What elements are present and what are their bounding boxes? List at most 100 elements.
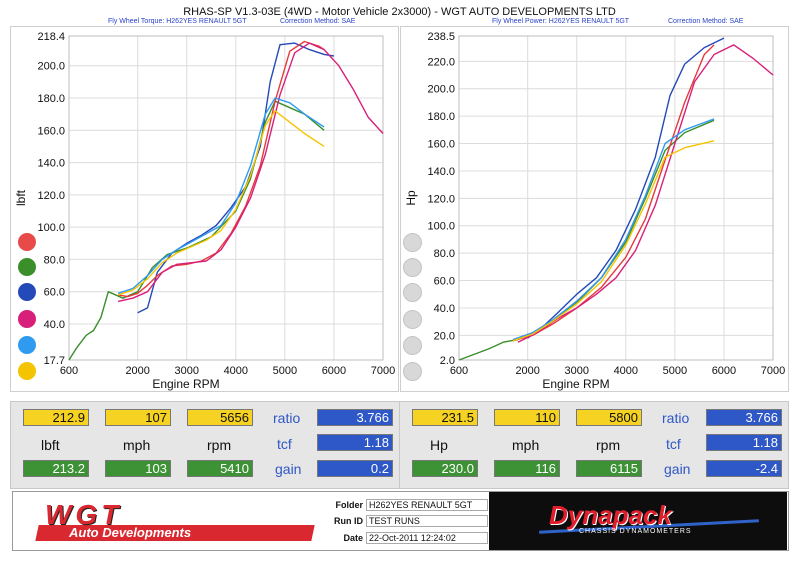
- wgt-logo-subtext: Auto Developments: [69, 525, 192, 540]
- y-axis-label: Hp: [404, 190, 418, 206]
- x-tick-label: 6000: [322, 365, 346, 377]
- y-tick-label: 140.0: [427, 166, 455, 178]
- y-tick-label: 120.0: [427, 193, 455, 205]
- run-magenta-selector[interactable]: [18, 310, 36, 328]
- peak-power-value: 230.0: [412, 460, 478, 477]
- x-tick-label: 600: [450, 365, 468, 377]
- ratio-value: 3.766: [317, 409, 393, 426]
- y-tick-label: 218.4: [37, 31, 65, 43]
- cursor-mph-value: 110: [494, 409, 560, 426]
- run-yellow-selector[interactable]: [18, 362, 36, 380]
- dynapack-logo-subtext: CHASSIS DYNAMOMETERS: [579, 528, 692, 535]
- series-line-3: [117, 42, 384, 303]
- power-readout-panel: 231.5 110 5800 Hp mph rpm 230.0 116 6115…: [399, 401, 789, 489]
- ratio-label: ratio: [662, 410, 690, 426]
- series-line-5: [117, 110, 325, 296]
- run-red-selector[interactable]: [18, 233, 36, 251]
- series-line-2: [512, 44, 715, 342]
- report-footer: WGT Auto Developments Folder H262YES RENA…: [12, 491, 789, 551]
- x-tick-label: 7000: [371, 365, 395, 377]
- x-axis-label: Engine RPM: [152, 377, 219, 391]
- x-tick-label: 3000: [175, 365, 199, 377]
- cursor-rpm-value: 5800: [576, 409, 642, 426]
- x-tick-label: 4000: [614, 365, 638, 377]
- x-tick-label: 2000: [125, 365, 149, 377]
- tcf-label: tcf: [666, 436, 681, 452]
- ratio-value: 3.766: [706, 409, 782, 426]
- date-value: 22-Oct-2011 12:24:02: [366, 532, 488, 544]
- peak-rpm-value: 6115: [576, 460, 642, 477]
- run-selector-2[interactable]: [403, 258, 422, 277]
- torque-correction-label: Correction Method: SAE: [280, 18, 356, 25]
- y-axis-label: lbft: [14, 189, 28, 206]
- y-tick-label: 60.0: [434, 276, 455, 288]
- run-cyan-selector[interactable]: [18, 336, 36, 354]
- tcf-value: 1.18: [317, 434, 393, 451]
- y-tick-label: 180.0: [427, 111, 455, 123]
- series-line-4: [117, 97, 325, 294]
- mph-label: mph: [512, 437, 540, 453]
- x-tick-label: 2000: [515, 365, 539, 377]
- tcf-value: 1.18: [706, 434, 782, 451]
- y-tick-label: 160.0: [37, 125, 65, 137]
- run-selector-3[interactable]: [403, 283, 422, 302]
- x-tick-label: 600: [60, 365, 78, 377]
- power-chart-subtitle: Fly Wheel Power: H262YES RENAULT 5GT: [492, 18, 630, 25]
- peak-torque-value: 213.2: [23, 460, 89, 477]
- y-tick-label: 140.0: [37, 158, 65, 170]
- run-id-value: TEST RUNS: [366, 515, 488, 527]
- y-tick-label: 200.0: [427, 84, 455, 96]
- y-tick-label: 100.0: [37, 222, 65, 234]
- rpm-label: rpm: [596, 437, 621, 453]
- dynapack-logo-text: Dynapack: [549, 500, 672, 530]
- y-tick-label: 220.0: [427, 56, 455, 68]
- torque-chart-subtitle: Fly Wheel Torque: H262YES RENAULT 5GT: [108, 18, 247, 25]
- gain-label: gain: [664, 461, 691, 477]
- x-tick-label: 6000: [712, 365, 736, 377]
- wgt-logo: WGT Auto Developments: [17, 495, 317, 545]
- x-tick-label: 5000: [273, 365, 297, 377]
- series-line-4: [512, 118, 715, 341]
- run-selector-1[interactable]: [403, 233, 422, 252]
- peak-rpm-value: 5410: [187, 460, 253, 477]
- power-unit-label: Hp: [430, 437, 448, 453]
- run-blue-selector[interactable]: [18, 283, 36, 301]
- date-label: Date: [343, 533, 363, 543]
- series-line-3: [517, 44, 774, 343]
- rpm-label: rpm: [207, 437, 232, 453]
- y-tick-label: 17.7: [44, 355, 65, 367]
- series-line-1: [68, 100, 325, 361]
- y-tick-label: 100.0: [427, 221, 455, 233]
- y-tick-label: 80.0: [44, 254, 65, 266]
- x-tick-label: 7000: [761, 365, 785, 377]
- y-tick-label: 2.0: [440, 355, 455, 367]
- y-tick-label: 60.0: [44, 287, 65, 299]
- cursor-rpm-value: 5656: [187, 409, 253, 426]
- run-selector-4[interactable]: [403, 310, 422, 329]
- run-green-selector[interactable]: [18, 258, 36, 276]
- torque-panel: 600 2000 3000 4000 5000 6000 7000 218.4 200.0 180…: [10, 26, 399, 392]
- plot-frame: [458, 35, 774, 361]
- dynapack-logo: Dynapack CHASSIS DYNAMOMETERS: [489, 492, 787, 550]
- run-selector-6[interactable]: [403, 362, 422, 381]
- ratio-label: ratio: [273, 410, 301, 426]
- run-selector-5[interactable]: [403, 336, 422, 355]
- series-line-1: [458, 119, 715, 361]
- y-tick-label: 120.0: [37, 190, 65, 202]
- series-line-0: [527, 37, 725, 339]
- cursor-mph-value: 107: [105, 409, 171, 426]
- y-tick-label: 160.0: [427, 139, 455, 151]
- torque-chart: 600 2000 3000 4000 5000 6000 7000 218.4 200.0 180…: [14, 31, 395, 391]
- power-correction-label: Correction Method: SAE: [668, 18, 744, 25]
- y-tick-label: 180.0: [37, 93, 65, 105]
- run-id-label: Run ID: [334, 516, 363, 526]
- gain-label: gain: [275, 461, 302, 477]
- y-tick-label: 238.5: [427, 31, 455, 43]
- torque-unit-label: lbft: [41, 437, 60, 453]
- power-chart: 600 2000 3000 4000 5000 6000 7000 238.5 220.0 200…: [404, 31, 785, 391]
- x-axis-label: Engine RPM: [542, 377, 609, 391]
- gain-value: 0.2: [317, 460, 393, 477]
- x-tick-label: 5000: [663, 365, 687, 377]
- y-tick-label: 20.0: [434, 330, 455, 342]
- peak-mph-value: 116: [494, 460, 560, 477]
